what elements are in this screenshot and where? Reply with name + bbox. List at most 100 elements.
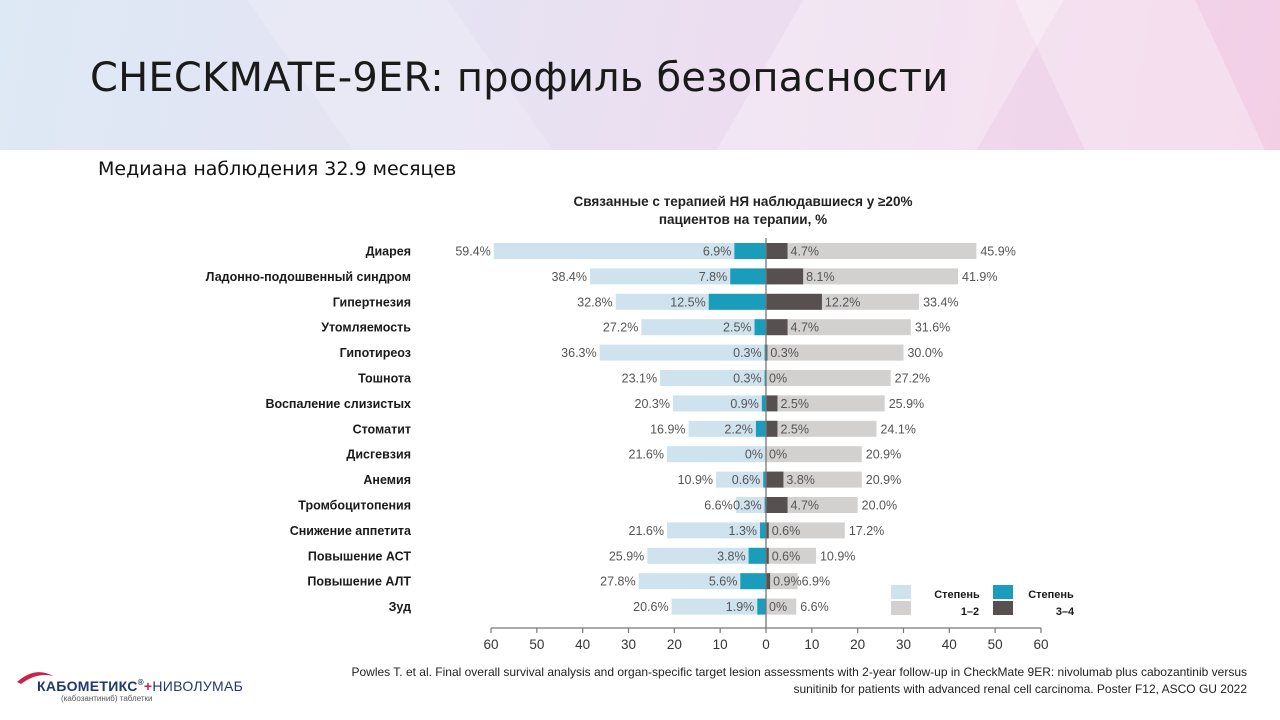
bar-right-grade-3-4 (766, 420, 778, 437)
bar-right-any-grade (766, 319, 911, 336)
bar-left-any-grade (599, 344, 766, 361)
bar-left-any-grade (735, 497, 766, 513)
data-label-right-grade-3-4: 0.6% (772, 524, 801, 538)
data-label-right-grade-3-4: 4.7% (791, 499, 820, 513)
data-label-right-grade-3-4: 2.5% (780, 397, 809, 411)
brand-logo: КАБОМЕТИКС®+НИВОЛУМАБ (кабозантиниб) таб… (15, 668, 255, 708)
bar-left-grade-3-4 (757, 598, 766, 615)
data-label-right-any-grade: 20.9% (866, 473, 901, 487)
bar-right-any-grade (766, 344, 904, 361)
data-label-right-any-grade: 20.0% (862, 499, 897, 513)
x-tick-label: 60 (484, 637, 499, 652)
category-label: Повышение АЛТ (307, 575, 411, 589)
data-label-left-grade-3-4: 0.6% (732, 473, 761, 487)
slide-title: CHECKMATE-9ER: профиль безопасности (90, 55, 949, 101)
data-label-left-any-grade: 16.9% (650, 422, 685, 436)
category-label: Утомляемость (321, 321, 411, 335)
legend-swatch-left-grade-3-4 (993, 585, 1013, 599)
data-label-right-grade-3-4: 3.8% (786, 473, 815, 487)
bar-left-grade-3-4 (755, 420, 766, 437)
logo-reg: ® (137, 678, 144, 687)
logo-brand: КАБОМЕТИКС (37, 678, 138, 694)
data-label-right-any-grade: 10.9% (820, 549, 855, 563)
bar-left-any-grade (667, 446, 766, 463)
data-label-left-any-grade: 27.2% (603, 321, 638, 335)
data-label-left-grade-3-4: 2.2% (724, 422, 753, 436)
bar-right-any-grade (766, 395, 885, 412)
data-label-right-any-grade: 6.9% (802, 575, 831, 589)
x-tick-label: 20 (667, 637, 682, 652)
category-label: Повышение АСТ (308, 549, 411, 563)
bar-right-grade-3-4 (766, 497, 788, 513)
x-tick-label: 40 (942, 637, 957, 652)
bar-right-grade-3-4 (766, 344, 768, 361)
data-label-left-any-grade: 32.8% (577, 295, 612, 309)
data-label-left-any-grade: 10.9% (678, 473, 713, 487)
bar-left-any-grade (671, 598, 766, 615)
data-label-left-any-grade: 20.6% (633, 600, 668, 614)
bar-right-grade-3-4 (766, 547, 769, 564)
footnote-line2: sunitinib for patients with advanced ren… (793, 682, 1247, 696)
data-label-left-grade-3-4: 1.9% (726, 600, 755, 614)
bar-right-any-grade (766, 522, 845, 539)
legend-grade34-line2: 3–4 (1056, 606, 1075, 618)
category-label: Анемия (363, 473, 411, 487)
bar-left-any-grade (638, 573, 766, 590)
category-label: Стоматит (353, 422, 411, 436)
bar-left-grade-3-4 (761, 395, 766, 412)
bar-right-grade-3-4 (766, 268, 804, 285)
category-label: Ладонно-подошвенный синдром (206, 270, 411, 284)
data-label-left-any-grade: 21.6% (629, 448, 664, 462)
legend-grade12-line1: Степень (934, 589, 980, 601)
data-label-left-grade-3-4: 7.8% (699, 270, 728, 284)
bar-left-grade-3-4 (764, 497, 766, 513)
category-label: Снижение аппетита (290, 524, 412, 538)
bar-right-grade-3-4 (766, 573, 771, 590)
bar-right-grade-3-4 (766, 243, 788, 259)
bar-right-any-grade (766, 497, 858, 513)
chart-title-line1: Связанные с терапией НЯ наблюдавшиеся у … (574, 194, 913, 209)
bar-right-any-grade (766, 573, 798, 590)
bar-right-any-grade (766, 370, 891, 386)
data-label-right-grade-3-4: 4.7% (791, 245, 820, 259)
bar-right-any-grade (766, 598, 797, 615)
data-label-left-grade-3-4: 3.8% (717, 549, 746, 563)
data-label-left-any-grade: 21.6% (629, 524, 664, 538)
data-label-left-grade-3-4: 12.5% (670, 295, 705, 309)
bar-left-any-grade (667, 522, 766, 539)
bar-left-any-grade (647, 547, 766, 564)
data-label-right-any-grade: 31.6% (915, 321, 950, 335)
data-label-right-grade-3-4: 4.7% (791, 321, 820, 335)
data-label-left-grade-3-4: 1.3% (729, 524, 758, 538)
category-label: Гипертнезия (333, 295, 411, 309)
header-band (0, 0, 1280, 150)
legend-swatch-right-grade-1-2 (891, 601, 911, 615)
bar-right-grade-3-4 (766, 395, 778, 412)
data-label-right-grade-3-4: 8.1% (806, 270, 835, 284)
data-label-right-grade-3-4: 0% (769, 600, 787, 614)
bar-right-grade-3-4 (766, 471, 784, 488)
bar-left-grade-3-4 (763, 471, 766, 488)
bar-right-any-grade (766, 268, 959, 285)
data-label-left-any-grade: 20.3% (635, 397, 670, 411)
logo-tagline: (кабозантиниб) таблетки (61, 694, 153, 703)
category-label: Диарея (366, 245, 411, 259)
x-tick-label: 20 (850, 637, 865, 652)
data-label-right-any-grade: 17.2% (849, 524, 884, 538)
category-label: Тошнота (358, 372, 412, 386)
data-label-left-any-grade: 6.6% (704, 499, 733, 513)
bar-left-grade-3-4 (734, 243, 766, 259)
data-label-left-grade-3-4: 5.6% (709, 575, 738, 589)
data-label-left-grade-3-4: 0.3% (733, 499, 762, 513)
bar-left-any-grade (672, 395, 766, 412)
x-tick-label: 40 (575, 637, 590, 652)
bar-left-any-grade (660, 370, 766, 386)
bar-right-grade-3-4 (766, 522, 769, 539)
category-label: Дисгевзия (346, 448, 411, 462)
data-label-left-any-grade: 36.3% (561, 346, 596, 360)
legend-grade12-line2: 1–2 (961, 606, 979, 618)
data-label-left-any-grade: 27.8% (600, 575, 635, 589)
data-label-right-any-grade: 20.9% (866, 448, 901, 462)
bar-left-grade-3-4 (760, 522, 766, 539)
bar-left-any-grade (716, 471, 766, 488)
